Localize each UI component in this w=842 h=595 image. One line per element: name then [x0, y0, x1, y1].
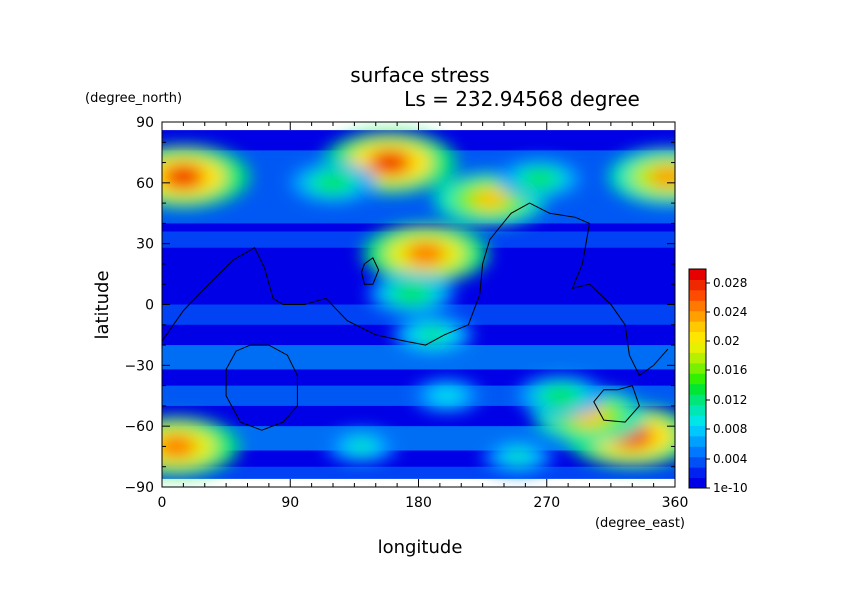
colorbar-swatch [689, 362, 706, 374]
heatmap-hotspot-core [506, 449, 530, 464]
colorbar-label: 0.02 [713, 334, 740, 348]
heatmap-hotspot-core [436, 389, 458, 403]
colorbar-label: 0.008 [713, 422, 747, 436]
x-axis-label: longitude [378, 537, 463, 558]
y-tick-label: 0 [145, 298, 154, 314]
heatmap-hotspot-core [405, 242, 446, 266]
colorbar-swatch [689, 373, 706, 385]
x-tick-label: 360 [662, 495, 689, 511]
colorbar-swatch [689, 404, 706, 416]
colorbar-label: 0.024 [713, 305, 747, 319]
y-tick-label: −60 [124, 419, 154, 435]
colorbar-swatch [689, 289, 706, 301]
x-tick-label: 90 [281, 495, 299, 511]
colorbar-label: 0.012 [713, 393, 747, 407]
contour-line [162, 202, 669, 377]
heatmap-hotspot-core [648, 165, 675, 188]
y-axis-label: latitude [92, 270, 113, 339]
y-units-label: (degree_north) [85, 91, 182, 106]
y-tick-label: 30 [136, 237, 154, 253]
colorbar-swatch [689, 342, 706, 353]
colorbar-swatch [689, 321, 706, 333]
colorbar-swatch [689, 279, 706, 291]
y-tick-label: 60 [136, 176, 154, 192]
heatmap-hotspot-core [471, 188, 508, 210]
x-axis: 0 90 180 270 360 [158, 122, 689, 511]
x-tick-label: 180 [405, 495, 432, 511]
y-tick-label: −30 [124, 358, 154, 374]
colorbar-swatch [689, 269, 706, 280]
contour-line [225, 344, 298, 431]
colorbar-swatch [689, 310, 706, 322]
colorbar-swatch [689, 467, 706, 479]
colorbar-swatch [689, 300, 706, 312]
colorbar-label: 1e-10 [713, 481, 748, 495]
heatmap-hotspot-core [547, 387, 575, 404]
heatmap-hotspot-core [397, 286, 425, 303]
x-tick-label: 270 [533, 495, 560, 511]
x-tick-label: 0 [158, 495, 167, 511]
colorbar-swatch [689, 477, 706, 489]
heatmap-hotspot-core [350, 439, 373, 454]
colorbar: 0.028 0.024 0.02 0.016 0.012 0.008 0.004 1e-10 [688, 268, 748, 495]
heatmap-hotspot-core [319, 174, 347, 191]
colorbar-swatch [689, 456, 706, 468]
heatmap-hotspot-core [526, 171, 553, 187]
chart-subtitle: Ls = 232.94568 degree [404, 87, 640, 111]
contour-line [360, 257, 380, 285]
colorbar-swatch [689, 394, 706, 406]
heatmap-hotspot-core [368, 150, 412, 175]
colorbar-swatch [689, 331, 706, 343]
colorbar-labels: 0.028 0.024 0.02 0.016 0.012 0.008 0.004 1e-10 [706, 276, 748, 495]
heatmap-hotspot-core [162, 164, 205, 190]
colorbar-swatches [689, 269, 706, 489]
colorbar-label: 0.028 [713, 276, 747, 290]
heatmap-area [162, 122, 675, 487]
topography-contours [162, 202, 669, 431]
background-band [162, 304, 675, 325]
colorbar-swatch [689, 446, 706, 458]
x-units-label: (degree_east) [595, 516, 685, 531]
colorbar-label: 0.004 [713, 452, 747, 466]
colorbar-swatch [689, 383, 706, 395]
colorbar-label: 0.016 [713, 363, 747, 377]
colorbar-swatch [689, 435, 706, 447]
contour-line [593, 384, 640, 423]
colorbar-frame [688, 268, 707, 489]
chart-title: surface stress [350, 63, 489, 87]
heatmap-hotspot-core [162, 434, 197, 459]
y-tick-label: 90 [136, 115, 154, 131]
y-axis: 90 60 30 0 −30 −60 −90 [124, 115, 675, 496]
colorbar-swatch [689, 415, 706, 426]
heatmap-hotspots [162, 130, 675, 477]
y-tick-label: −90 [124, 480, 154, 496]
heatmap-hotspot-core [420, 327, 446, 343]
colorbar-swatch [689, 425, 706, 437]
colorbar-swatch [689, 352, 706, 364]
